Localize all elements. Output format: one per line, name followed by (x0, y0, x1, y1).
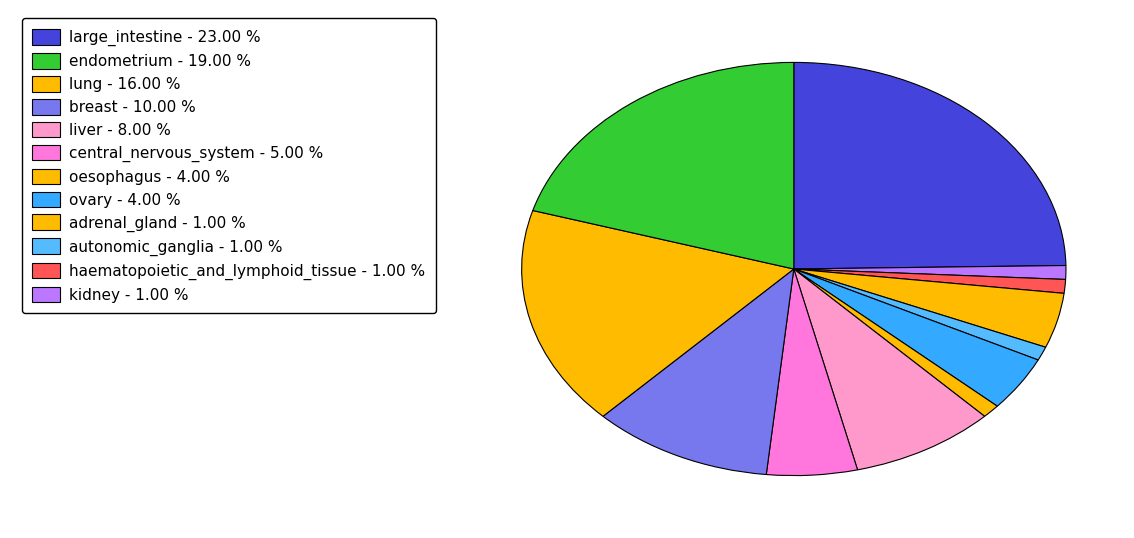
Legend: large_intestine - 23.00 %, endometrium - 19.00 %, lung - 16.00 %, breast - 10.00: large_intestine - 23.00 %, endometrium -… (22, 18, 435, 313)
Wedge shape (603, 269, 794, 475)
Wedge shape (794, 269, 1064, 347)
Wedge shape (794, 269, 997, 416)
Wedge shape (794, 266, 1066, 279)
Wedge shape (794, 269, 1038, 406)
Wedge shape (522, 210, 794, 416)
Wedge shape (533, 62, 794, 269)
Wedge shape (767, 269, 857, 476)
Wedge shape (794, 269, 984, 470)
Wedge shape (794, 269, 1046, 360)
Wedge shape (794, 269, 1066, 293)
Wedge shape (794, 62, 1066, 269)
